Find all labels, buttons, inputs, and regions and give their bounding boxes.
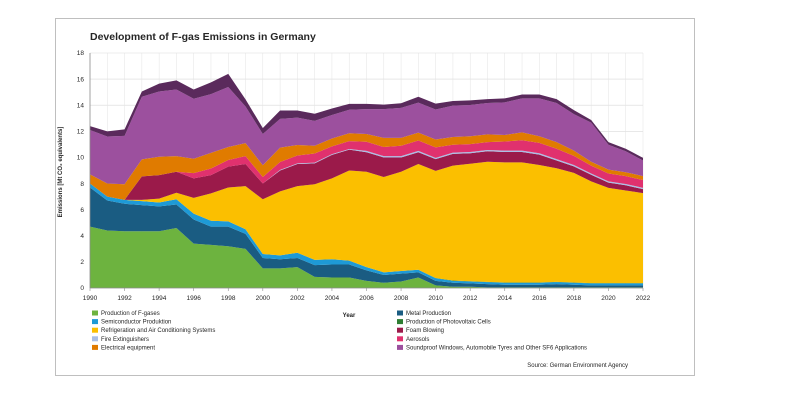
legend-swatch <box>92 344 98 350</box>
x-tick-label: 2022 <box>636 295 651 302</box>
legend-swatch <box>397 310 403 316</box>
x-tick-label: 1990 <box>83 295 98 302</box>
x-tick-label: 2004 <box>325 295 340 302</box>
legend-label: Semiconductor Produktion <box>101 320 171 326</box>
y-tick-label: 14 <box>77 102 85 109</box>
x-tick-labels: 1990 1992 1994 1996 1998 2000 2002 2004 2006 2008… <box>83 288 651 302</box>
x-tick-label: 1996 <box>186 295 201 302</box>
legend-swatch <box>397 336 403 342</box>
area-metal-production <box>90 187 643 288</box>
y-tick-label: 16 <box>77 76 85 83</box>
legend-label: Fire Extinguishers <box>101 337 149 343</box>
y-tick-label: 4 <box>80 233 84 240</box>
legend-label: Production of F-gases <box>101 311 160 317</box>
chart-title: Development of F-gas Emissions in German… <box>90 31 316 43</box>
stacked-areas <box>90 73 643 288</box>
x-tick-label: 2016 <box>532 295 547 302</box>
area-production-of-f-gases <box>90 226 643 288</box>
legend-label: Production of Photovoltaic Cells <box>406 320 491 326</box>
x-tick-label: 2018 <box>567 295 582 302</box>
y-tick-label: 10 <box>77 155 85 162</box>
x-tick-label: 1992 <box>117 295 132 302</box>
legend-label: Electrical equipment <box>101 345 155 351</box>
y-tick-label: 2 <box>80 259 84 266</box>
area-refrigeration-and-air-conditioning-syste <box>90 161 643 284</box>
legend-label: Refrigeration and Air Conditioning Syste… <box>101 328 215 334</box>
legend: Production of F-gases Metal Production Sem… <box>92 310 587 351</box>
y-tick-label: 0 <box>80 285 84 292</box>
y-axis-label: Emissions [Mt CO₂ equivalents] <box>58 127 64 218</box>
legend-label: Soundproof Windows, Automobile Tyres and… <box>406 345 587 351</box>
y-tick-label: 12 <box>77 129 85 136</box>
x-axis-label: Year <box>343 313 356 319</box>
legend-swatch <box>92 319 98 325</box>
legend-label: Foam Blowing <box>406 328 444 334</box>
x-tick-label: 2014 <box>498 295 513 302</box>
legend-swatch <box>92 336 98 342</box>
x-tick-label: 2020 <box>601 295 616 302</box>
area-soundproof-windows-automobile-tyres-and- <box>90 86 643 185</box>
source-note: Source: German Environment Agency <box>527 363 628 369</box>
y-tick-label: 18 <box>77 50 85 57</box>
x-tick-label: 2010 <box>428 295 443 302</box>
x-tick-label: 2006 <box>359 295 374 302</box>
legend-swatch <box>92 327 98 333</box>
legend-swatch <box>397 327 403 333</box>
area-electrical-equipment <box>90 132 643 200</box>
y-tick-labels: 0 2 4 6 8 10 12 14 16 18 <box>77 50 85 292</box>
legend-label: Aerosols <box>406 337 429 343</box>
y-tick-label: 6 <box>80 207 84 214</box>
legend-swatch <box>397 319 403 325</box>
x-tick-label: 2000 <box>256 295 271 302</box>
area-foam-blowing <box>90 149 643 200</box>
x-tick-label: 2002 <box>290 295 305 302</box>
y-tick-label: 8 <box>80 181 84 188</box>
x-tick-label: 2012 <box>463 295 478 302</box>
x-tick-label: 1994 <box>152 295 167 302</box>
x-tick-label: 2008 <box>394 295 409 302</box>
x-tick-label: 1998 <box>221 295 236 302</box>
legend-swatch <box>397 344 403 350</box>
legend-label: Metal Production <box>406 311 451 317</box>
legend-swatch <box>92 310 98 316</box>
